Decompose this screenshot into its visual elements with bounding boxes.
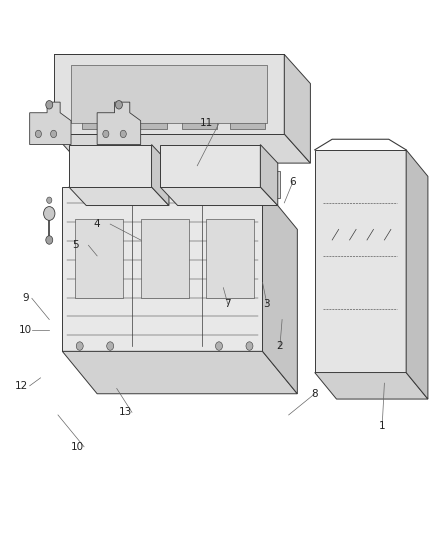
Polygon shape xyxy=(245,171,280,198)
Polygon shape xyxy=(82,102,117,128)
Text: 1: 1 xyxy=(379,421,385,431)
Circle shape xyxy=(47,197,52,204)
Polygon shape xyxy=(97,102,141,144)
Circle shape xyxy=(35,130,42,138)
Text: 6: 6 xyxy=(290,176,296,187)
Circle shape xyxy=(46,236,53,244)
Circle shape xyxy=(246,342,253,350)
Text: 10: 10 xyxy=(19,325,32,335)
Circle shape xyxy=(76,342,83,350)
Polygon shape xyxy=(160,187,278,206)
Polygon shape xyxy=(75,219,123,298)
Circle shape xyxy=(46,101,53,109)
Polygon shape xyxy=(315,150,406,373)
Circle shape xyxy=(116,101,122,109)
Polygon shape xyxy=(160,144,260,187)
Polygon shape xyxy=(62,351,297,394)
Circle shape xyxy=(107,342,114,350)
Text: 11: 11 xyxy=(199,118,212,128)
Circle shape xyxy=(44,207,55,220)
Polygon shape xyxy=(182,102,217,128)
Text: 5: 5 xyxy=(72,240,79,251)
Text: 12: 12 xyxy=(14,381,28,391)
Circle shape xyxy=(120,130,126,138)
Polygon shape xyxy=(262,187,297,394)
Polygon shape xyxy=(152,144,169,206)
Text: 9: 9 xyxy=(22,293,28,303)
Text: 10: 10 xyxy=(71,442,84,452)
Polygon shape xyxy=(230,102,265,128)
Polygon shape xyxy=(206,219,254,298)
Polygon shape xyxy=(62,187,262,351)
Polygon shape xyxy=(30,102,71,144)
Text: 2: 2 xyxy=(277,341,283,351)
Polygon shape xyxy=(315,373,428,399)
Polygon shape xyxy=(69,144,152,187)
Text: 13: 13 xyxy=(119,407,132,417)
Polygon shape xyxy=(53,54,284,134)
Polygon shape xyxy=(284,54,311,163)
Circle shape xyxy=(103,130,109,138)
Text: 4: 4 xyxy=(94,219,100,229)
Polygon shape xyxy=(260,144,278,206)
Text: 8: 8 xyxy=(311,389,318,399)
Circle shape xyxy=(215,342,223,350)
Text: 7: 7 xyxy=(224,298,231,309)
Polygon shape xyxy=(71,65,267,123)
Polygon shape xyxy=(69,187,169,206)
Text: 3: 3 xyxy=(264,298,270,309)
Polygon shape xyxy=(53,134,311,163)
Circle shape xyxy=(50,130,57,138)
Polygon shape xyxy=(141,219,188,298)
Polygon shape xyxy=(406,150,428,399)
Polygon shape xyxy=(132,102,167,128)
